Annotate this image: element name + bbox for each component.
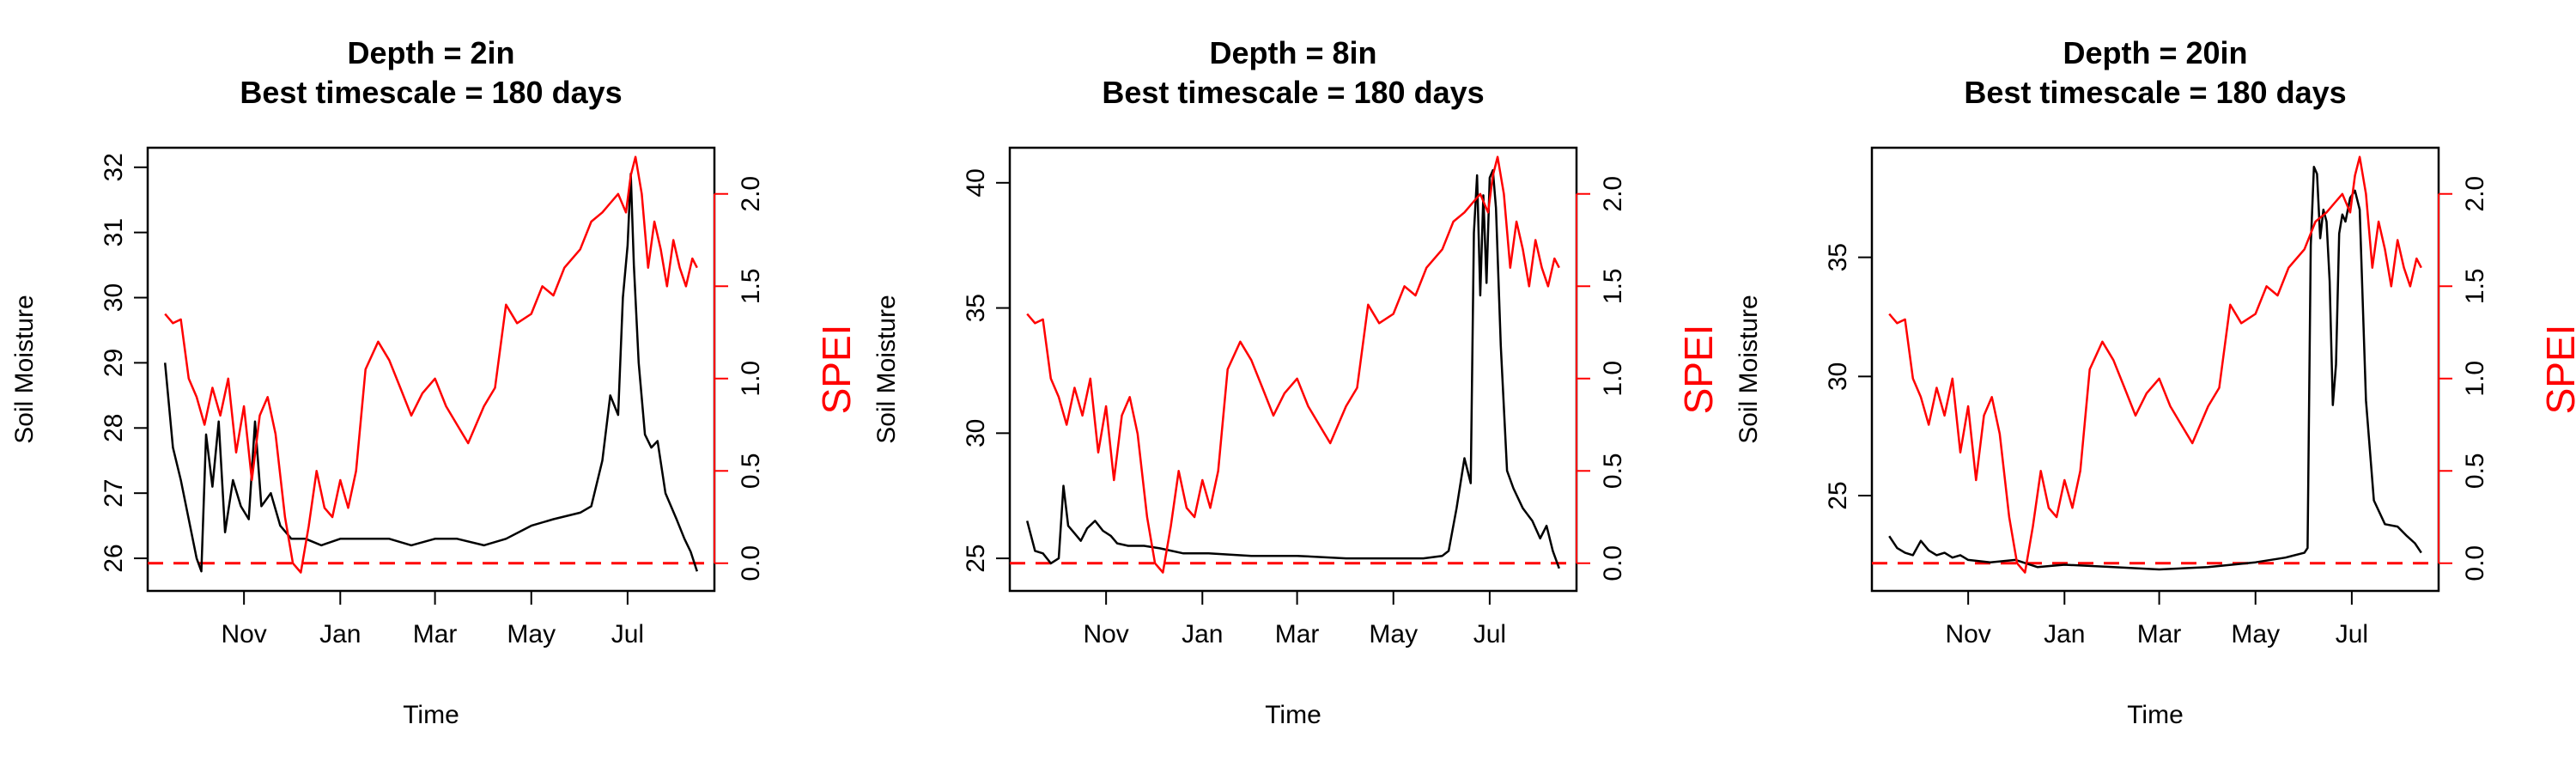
y2-tick-label: 2.0 [737,176,765,212]
x-tick-label: Mar [413,620,458,648]
x-tick-label: Nov [1945,620,1990,648]
chart-panel-2: Depth = 8in Best timescale = 180 days 25 30… [872,35,1721,729]
y2-tick-label: 1.0 [2461,361,2489,397]
x-axis-title: Time [1265,701,1321,729]
chart-title: Depth = 2in [347,35,514,70]
y2-tick-label: 0.0 [737,545,765,581]
chart-subtitle: Best timescale = 180 days [240,75,622,110]
x-axis-title: Time [403,701,459,729]
x-tick-label: Jan [319,620,361,648]
x-tick-label: Jan [2044,620,2085,648]
y-tick-label: 30 [1824,362,1852,391]
chart-panel-3: Depth = 20in Best timescale = 180 days 25 3… [1735,35,2576,729]
plot-frame [1870,146,2440,593]
y-axis-title: Soil Moisture [872,295,901,443]
soil-moisture-series-line [1025,168,1560,569]
y2-tick-label: 0.0 [2461,545,2489,581]
y-axis-title: Soil Moisture [10,295,39,443]
plot-frame [1008,146,1578,593]
chart-title: Depth = 20in [2063,35,2247,70]
y-tick-label: 31 [100,218,128,247]
chart-subtitle: Best timescale = 180 days [1102,75,1484,110]
chart-panel-1: Depth = 2in Best timescale = 180 days 26 27… [10,35,859,729]
y-tick-label: 32 [100,153,128,181]
x-tick-label: Mar [2137,620,2182,648]
soil-moisture-series-line [1888,165,2422,571]
chart-subtitle: Best timescale = 180 days [1964,75,2346,110]
x-tick-label: Mar [1275,620,1320,648]
y-axis-title: Soil Moisture [1735,295,1763,443]
spei-series-line [1888,155,2422,574]
y2-tick-label: 1.5 [1599,268,1627,304]
x-tick-label: Jul [1473,620,1506,648]
y-tick-label: 30 [100,283,128,312]
y-tick-label: 25 [1824,481,1852,509]
y2-tick-label: 0.5 [1599,453,1627,489]
x-tick-label: Nov [1083,620,1128,648]
spei-series-line [1026,155,1560,574]
x-tick-label: Jul [611,620,644,648]
x-tick-label: May [507,620,556,648]
y2-axis-title: SPEI [814,325,859,415]
y2-tick-label: 2.0 [2461,176,2489,212]
y-tick-label: 35 [1824,243,1852,271]
y2-axis-title: SPEI [1676,325,1721,415]
x-tick-label: Nov [221,620,266,648]
y-tick-label: 28 [100,414,128,442]
x-axis-title: Time [2127,701,2184,729]
y2-tick-label: 1.0 [1599,361,1627,397]
x-tick-label: May [1369,620,1418,648]
x-tick-label: Jul [2336,620,2368,648]
y2-tick-label: 1.5 [2461,268,2489,304]
y-tick-label: 35 [962,294,990,322]
soil-moisture-series-line [163,173,698,573]
y-tick-label: 29 [100,349,128,377]
y2-axis-title: SPEI [2538,325,2576,415]
y-tick-label: 26 [100,544,128,572]
y-tick-label: 30 [962,419,990,447]
x-tick-label: May [2231,620,2280,648]
y2-tick-label: 0.0 [1599,545,1627,581]
y-tick-label: 27 [100,478,128,507]
spei-series-line [164,155,698,574]
y2-tick-label: 1.0 [737,361,765,397]
y2-tick-label: 0.5 [2461,453,2489,489]
x-tick-label: Jan [1182,620,1223,648]
y2-tick-label: 2.0 [1599,176,1627,212]
y2-tick-label: 0.5 [737,453,765,489]
y-tick-label: 40 [962,168,990,197]
y2-tick-label: 1.5 [737,268,765,304]
chart-title: Depth = 8in [1209,35,1376,70]
y-tick-label: 25 [962,544,990,572]
